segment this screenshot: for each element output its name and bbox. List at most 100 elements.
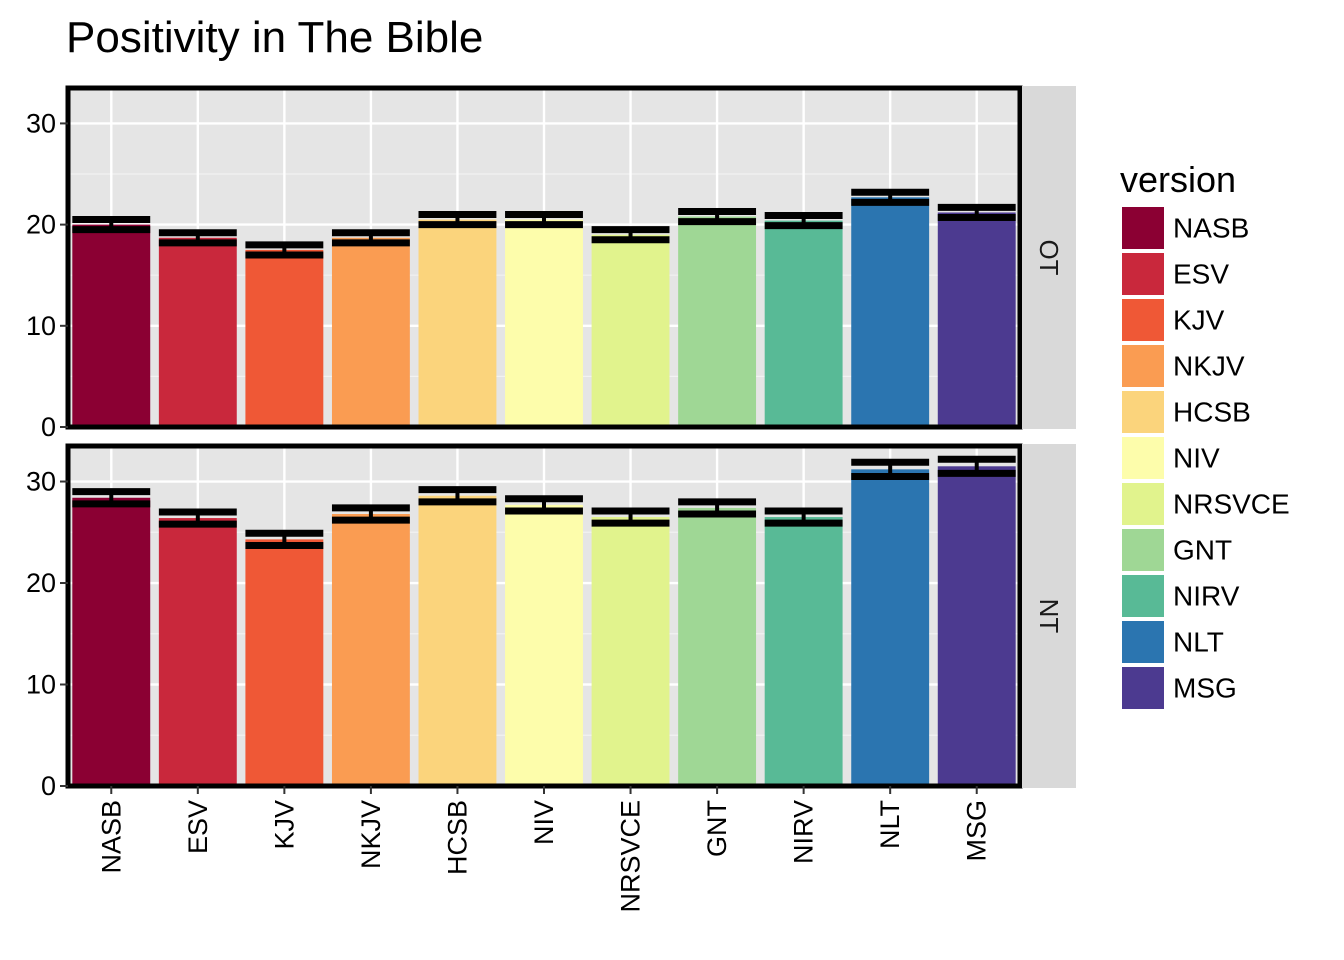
legend-entry-nkjv: NKJV <box>1122 345 1245 387</box>
y-tick-label: 10 <box>26 670 56 700</box>
bar-nt-nrsvce <box>591 517 670 786</box>
errorbar-ot-nlt <box>851 188 930 206</box>
errorbar-ot-msg <box>937 203 1016 222</box>
legend-entry-nlt: NLT <box>1122 621 1224 663</box>
x-tick-label: ESV <box>183 800 213 854</box>
legend-key <box>1122 575 1164 617</box>
legend-entry-hcsb: HCSB <box>1122 391 1251 433</box>
legend-label: ESV <box>1173 259 1229 290</box>
legend-key <box>1122 345 1164 387</box>
errorbar-nt-gnt <box>678 498 757 518</box>
errorbar-ot-nasb <box>72 216 151 234</box>
x-tick-label: NIRV <box>789 800 819 864</box>
bar-ot-nkjv <box>331 237 410 427</box>
errorbar-nt-nirv <box>764 507 843 527</box>
panels: OT 0 10 20 30 NT 0 10 20 30 <box>26 85 1076 801</box>
errorbar-nt-hcsb <box>418 486 497 506</box>
errorbar-nt-nasb <box>72 488 151 508</box>
legend-key <box>1122 207 1164 249</box>
y-tick-label: 10 <box>26 311 56 341</box>
bar-nt-kjv <box>245 539 324 786</box>
legend-entry-nrsvce: NRSVCE <box>1122 483 1290 525</box>
legend-title: version <box>1120 159 1236 200</box>
legend-key <box>1122 299 1164 341</box>
errorbar-nt-msg <box>937 455 1016 477</box>
x-tick-label: NLT <box>875 800 905 849</box>
legend: version NASB ESV KJV NKJV HCSB NIV NRSVCE GNT NI… <box>1120 159 1290 709</box>
errorbar-ot-gnt <box>678 207 757 226</box>
bar-nt-nirv <box>764 517 843 786</box>
errorbar-nt-niv <box>505 495 583 515</box>
legend-label: KJV <box>1173 305 1225 336</box>
legend-key <box>1122 483 1164 525</box>
bar-ot-nirv <box>764 220 843 427</box>
bar-nt-esv <box>158 518 237 786</box>
facet-strip <box>1022 86 1076 429</box>
legend-entry-esv: ESV <box>1122 253 1229 295</box>
y-tick-label: 0 <box>41 771 56 801</box>
bar-nt-gnt <box>678 507 757 786</box>
errorbar-nt-nrsvce <box>591 507 670 527</box>
legend-key <box>1122 667 1164 709</box>
legend-entry-nasb: NASB <box>1122 207 1249 249</box>
legend-label: NKJV <box>1173 351 1245 382</box>
legend-key <box>1122 253 1164 295</box>
panel-border <box>65 85 1023 430</box>
bar-nt-nasb <box>72 497 151 786</box>
legend-key <box>1122 437 1164 479</box>
y-tick-label: 30 <box>26 467 56 497</box>
bar-ot-kjv <box>245 249 324 427</box>
legend-key <box>1122 391 1164 433</box>
chart-title: Positivity in The Bible <box>66 13 483 62</box>
errorbar-ot-hcsb <box>418 210 497 229</box>
bar-ot-nrsvce <box>591 234 670 427</box>
bar-ot-gnt <box>678 216 757 427</box>
bar-nt-nkjv <box>331 514 410 786</box>
legend-label: NLT <box>1173 627 1224 658</box>
y-tick-label: 30 <box>26 108 56 138</box>
errorbar-ot-niv <box>505 210 583 229</box>
legend-entry-gnt: GNT <box>1122 529 1232 571</box>
panel-ot: OT 0 10 20 30 <box>26 85 1076 442</box>
errorbar-ot-nrsvce <box>591 226 670 244</box>
errorbar-ot-kjv <box>245 241 324 259</box>
bar-nt-nlt <box>851 469 930 786</box>
y-tick-label: 20 <box>26 210 56 240</box>
x-tick-label: NASB <box>96 800 126 874</box>
bar-ot-nasb <box>72 224 151 427</box>
bar-nt-hcsb <box>418 495 497 786</box>
errorbar-nt-nkjv <box>331 504 410 524</box>
legend-entry-niv: NIV <box>1122 437 1220 479</box>
errorbar-ot-esv <box>158 229 237 247</box>
y-tick-label: 0 <box>41 412 56 442</box>
x-axis: NASB ESV KJV NKJV HCSB NIV NRSVCE GNT NIRV NLT MSG <box>96 786 992 913</box>
bar-nt-msg <box>937 466 1016 786</box>
legend-label: NRSVCE <box>1173 489 1290 520</box>
errorbar-nt-esv <box>158 508 237 528</box>
x-tick-label: KJV <box>269 800 299 850</box>
errorbar-nt-nlt <box>851 458 930 480</box>
legend-entry-kjv: KJV <box>1122 299 1225 341</box>
bar-ot-nlt <box>851 197 930 427</box>
facet-strip-label: OT <box>1034 239 1064 275</box>
errorbar-nt-kjv <box>245 529 324 549</box>
legend-label: MSG <box>1173 673 1237 704</box>
errorbar-ot-nirv <box>764 212 843 230</box>
legend-label: NIRV <box>1173 581 1240 612</box>
x-tick-label: NRSVCE <box>616 800 646 913</box>
x-tick-label: GNT <box>702 800 732 857</box>
x-tick-label: HCSB <box>442 800 472 875</box>
bar-ot-msg <box>937 212 1016 427</box>
bar-ot-hcsb <box>418 219 497 427</box>
facet-strip <box>1022 444 1076 788</box>
legend-entry-nirv: NIRV <box>1122 575 1240 617</box>
legend-label: HCSB <box>1173 397 1251 428</box>
facet-strip-label: NT <box>1034 599 1064 634</box>
legend-label: GNT <box>1173 535 1232 566</box>
x-tick-label: NIV <box>529 800 559 845</box>
legend-label: NASB <box>1173 213 1249 244</box>
panel-nt: NT 0 10 20 30 <box>26 443 1076 801</box>
bar-ot-niv <box>505 219 583 427</box>
bar-ot-esv <box>158 237 237 427</box>
